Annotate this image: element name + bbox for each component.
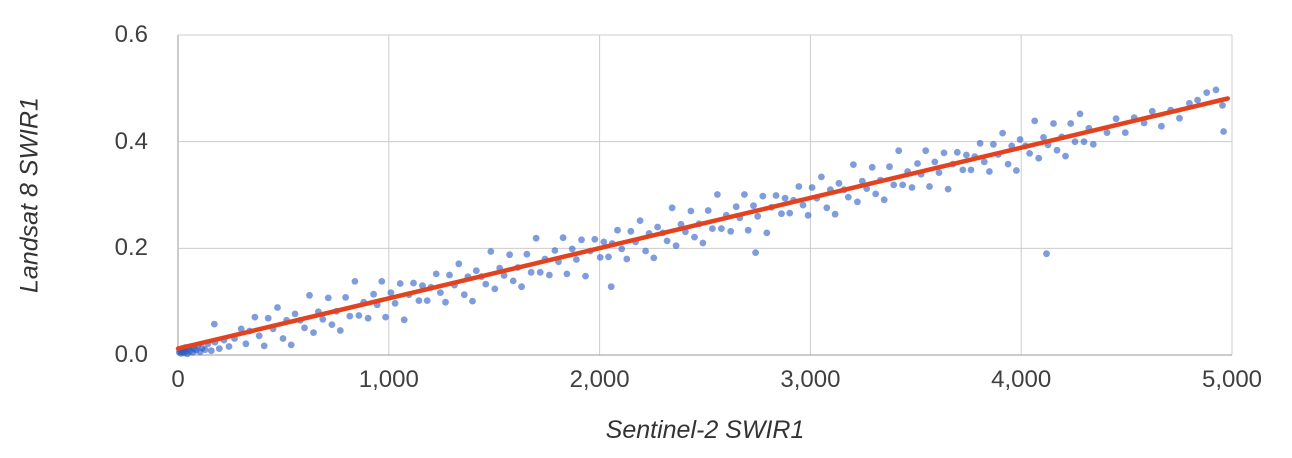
x-tick-label: 2,000	[569, 366, 630, 393]
y-tick-label: 0.6	[114, 21, 148, 48]
x-tick-label: 5,000	[1201, 366, 1263, 393]
x-axis-title: Sentinel-2 SWIR1	[605, 416, 805, 444]
x-tick-label: 4,000	[991, 366, 1052, 393]
y-axis-title: Landsat 8 SWIR1	[15, 97, 44, 293]
y-tick-label: 0.0	[114, 341, 148, 368]
y-tick-label: 0.4	[114, 127, 148, 155]
x-tick-label: 1,000	[358, 366, 419, 393]
y-tick-label: 0.2	[114, 234, 148, 262]
x-tick-label: 0	[171, 366, 185, 393]
x-tick-label: 3,000	[780, 366, 841, 393]
trend-line	[175, 96, 1231, 351]
